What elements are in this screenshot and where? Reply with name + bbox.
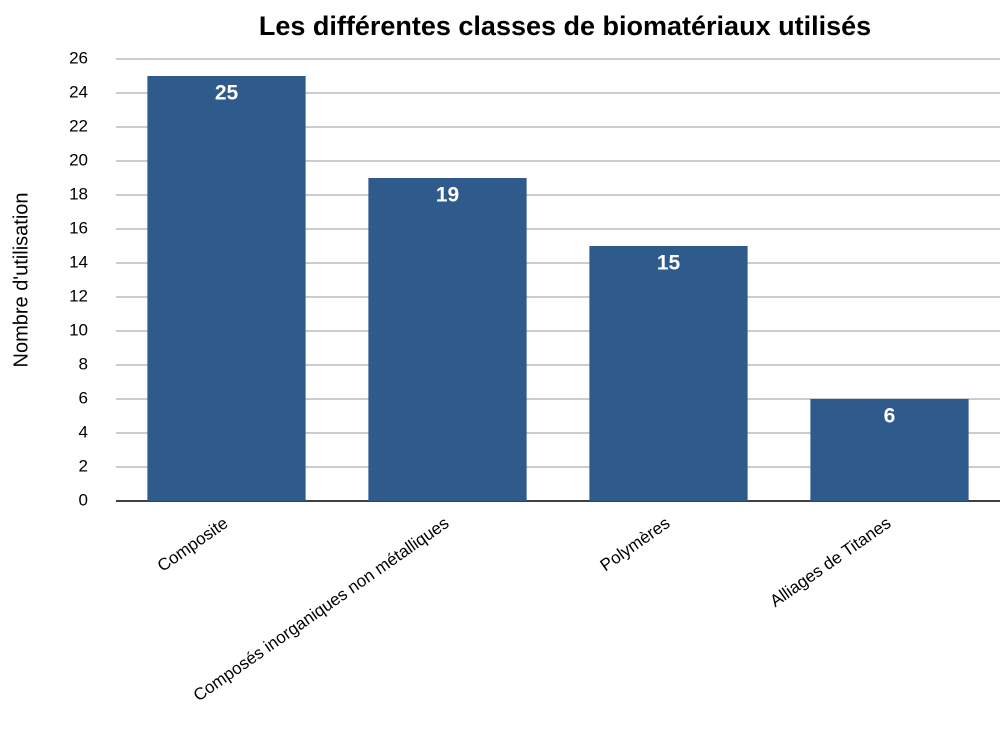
y-tick-label: 20 — [69, 150, 88, 169]
bar — [368, 178, 527, 501]
y-tick-label: 2 — [79, 456, 88, 475]
bar — [147, 76, 306, 501]
data-label: 19 — [436, 184, 459, 207]
bar — [810, 399, 969, 501]
y-tick-label: 8 — [79, 354, 88, 373]
y-tick-label: 24 — [69, 82, 88, 101]
bar — [589, 246, 748, 501]
y-tick-label: 14 — [69, 252, 88, 271]
data-label: 25 — [215, 82, 239, 105]
y-tick-label: 18 — [69, 184, 88, 203]
y-tick-label: 0 — [79, 490, 88, 509]
x-tick-label: Composite — [154, 513, 231, 575]
data-label: 6 — [884, 405, 896, 428]
chart-title: Les différentes classes de biomatériaux … — [259, 11, 871, 41]
y-tick-label: 22 — [69, 116, 88, 135]
y-tick-label: 12 — [69, 286, 88, 305]
y-tick-label: 26 — [69, 48, 88, 67]
x-tick-label: Alliages de Titanes — [767, 513, 895, 610]
y-tick-label: 6 — [79, 388, 88, 407]
y-tick-label: 10 — [69, 320, 88, 339]
y-tick-label: 16 — [69, 218, 88, 237]
data-label: 15 — [657, 252, 681, 275]
x-tick-label: Polymères — [597, 513, 674, 575]
y-axis-label: Nombre d'utilisation — [10, 192, 32, 367]
y-tick-label: 4 — [79, 422, 88, 441]
x-tick-label: Composés inorganiques non métalliques — [190, 513, 452, 705]
